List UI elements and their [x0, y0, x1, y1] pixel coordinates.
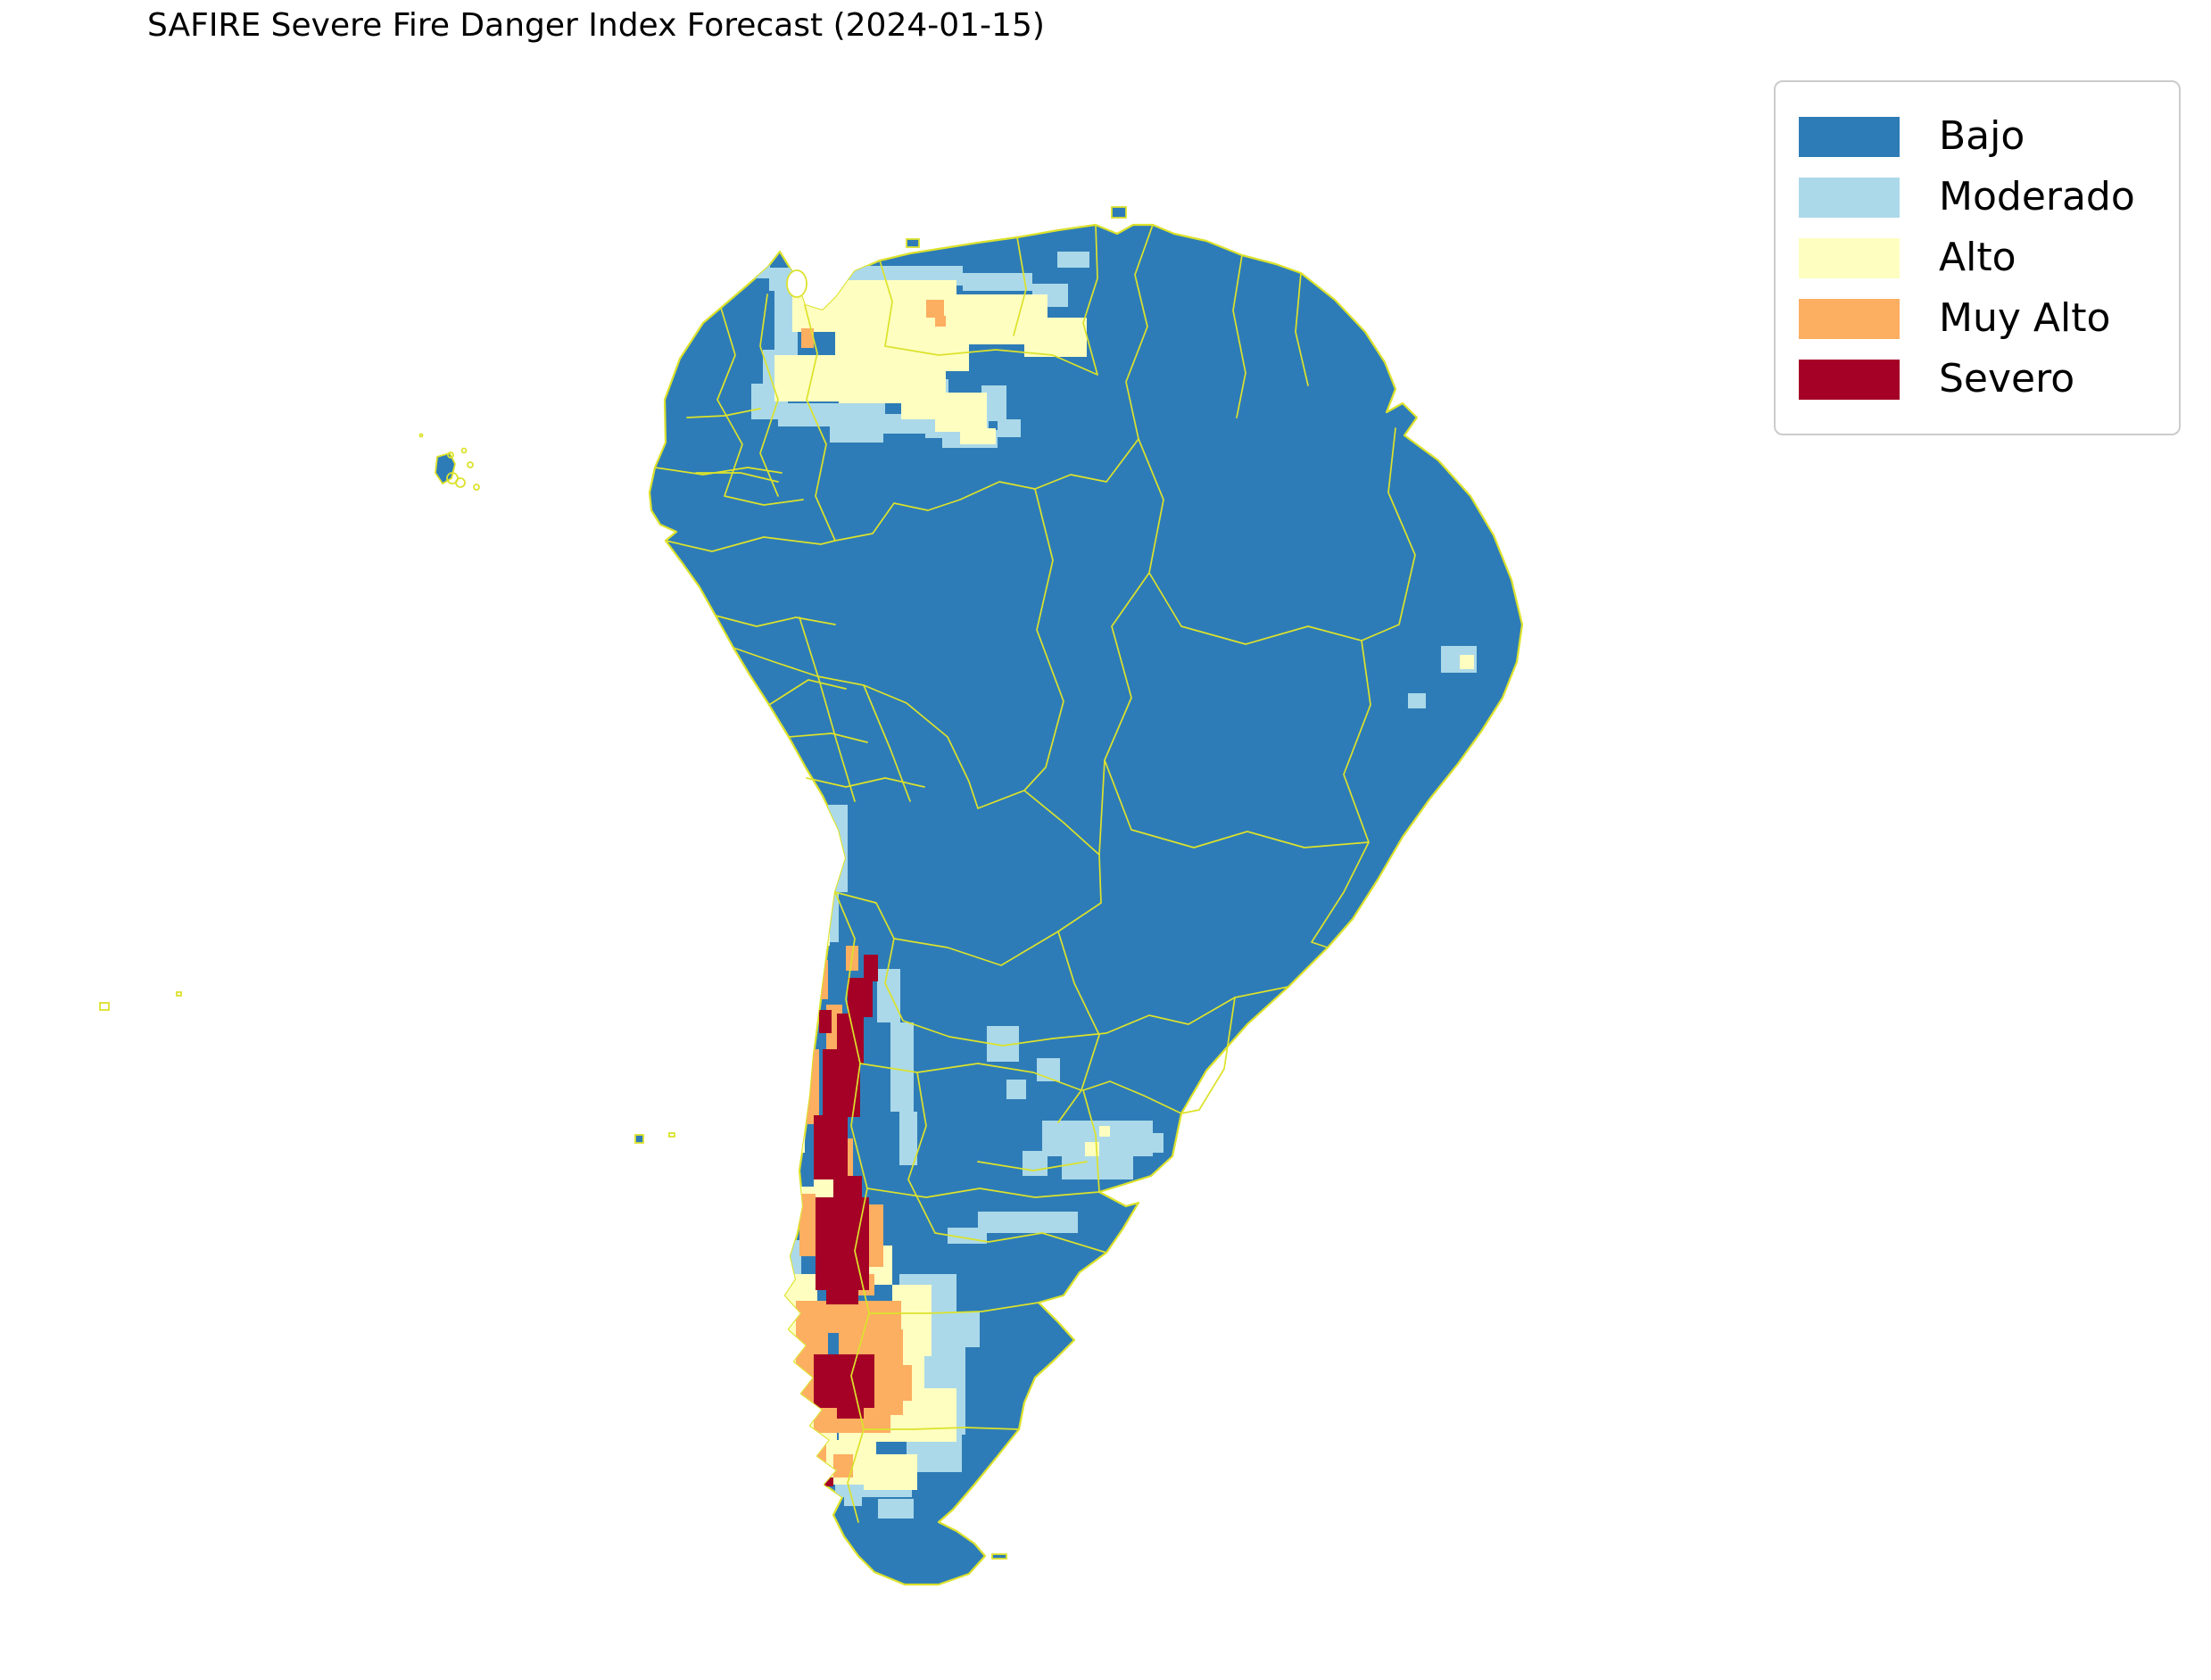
admin-boundary-line — [884, 938, 1054, 1047]
galapagos-islands — [418, 433, 480, 491]
admin-boundary-line — [977, 790, 1102, 932]
admin-boundary-line — [834, 499, 961, 542]
legend-swatch-muy-alto — [1799, 298, 1900, 339]
admin-boundary-line — [1180, 625, 1362, 645]
legend-item-muy-alto: Muy Alto — [1799, 293, 2156, 344]
admin-boundary-line — [1130, 829, 1370, 848]
galapagos-island — [418, 433, 424, 438]
legend-label-bajo: Bajo — [1939, 113, 2025, 159]
trinidad-island — [1111, 206, 1127, 219]
legend-swatch-bajo — [1799, 116, 1900, 157]
admin-boundary-line — [733, 647, 979, 809]
admin-boundary-line — [859, 1063, 1107, 1430]
admin-boundary-line — [879, 224, 1098, 376]
admin-boundary-line — [804, 304, 836, 542]
admin-boundary-line — [834, 891, 870, 1523]
admin-boundary-line — [1343, 640, 1371, 843]
galapagos-island — [467, 461, 474, 468]
legend-swatch-moderado — [1799, 177, 1900, 218]
admin-boundary-line — [1311, 841, 1370, 948]
admin-boundary-line — [1052, 986, 1289, 1039]
admin-boundary-line — [654, 467, 783, 476]
legend: Bajo Moderado Alto Muy Alto Severo — [1774, 80, 2181, 435]
admin-boundary-line — [665, 536, 836, 552]
continent-group — [648, 223, 1524, 1586]
admin-boundary-line — [834, 891, 1059, 966]
admin-boundary-line — [1104, 572, 1150, 831]
admin-boundary-line — [1180, 997, 1236, 1114]
continent-landmass — [648, 223, 1524, 1586]
page-title: SAFIRE Severe Fire Danger Index Forecast… — [147, 7, 1045, 44]
admin-boundary-line — [715, 615, 925, 802]
lake-maracaibo — [786, 269, 807, 298]
legend-item-severo: Severo — [1799, 353, 2156, 405]
admin-boundary-line — [959, 438, 1139, 501]
admin-boundary-line — [686, 294, 804, 506]
islands-and-lakes — [99, 206, 1127, 1560]
admin-boundary-line — [1082, 1080, 1182, 1114]
admin-boundary-line — [1361, 427, 1416, 641]
legend-swatch-alto — [1799, 237, 1900, 278]
galapagos-island — [460, 447, 468, 454]
galapagos-island — [455, 477, 466, 488]
admin-boundary-line — [1057, 931, 1100, 1123]
admin-boundaries — [654, 224, 1416, 1523]
legend-item-bajo: Bajo — [1799, 111, 2156, 162]
legend-swatch-severo — [1799, 359, 1900, 400]
admin-boundary-line — [1138, 438, 1182, 627]
juan-fernandez-island — [634, 1134, 644, 1144]
margarita-island — [906, 238, 920, 248]
legend-label-severo: Severo — [1939, 356, 2075, 401]
legend-item-moderado: Moderado — [1799, 171, 2156, 223]
legend-label-muy-alto: Muy Alto — [1939, 295, 2111, 341]
admin-boundary-line — [1023, 488, 1064, 791]
legend-label-alto: Alto — [1939, 235, 2016, 280]
galapagos-island — [473, 484, 480, 491]
isla-de-los-estados — [991, 1553, 1007, 1560]
admin-boundary-line — [1232, 254, 1246, 418]
desventuradas-island — [99, 1002, 110, 1011]
desventuradas-island — [176, 991, 182, 997]
admin-boundary-line — [1098, 759, 1106, 856]
juan-fernandez-island — [668, 1132, 675, 1138]
galapagos-island — [447, 451, 454, 459]
admin-boundary-line — [1082, 1089, 1100, 1193]
overlay-severo — [799, 955, 878, 1486]
legend-item-alto: Alto — [1799, 232, 2156, 284]
admin-boundary-line — [1295, 272, 1309, 386]
admin-boundary-line — [1125, 224, 1154, 440]
legend-label-moderado: Moderado — [1939, 174, 2135, 219]
